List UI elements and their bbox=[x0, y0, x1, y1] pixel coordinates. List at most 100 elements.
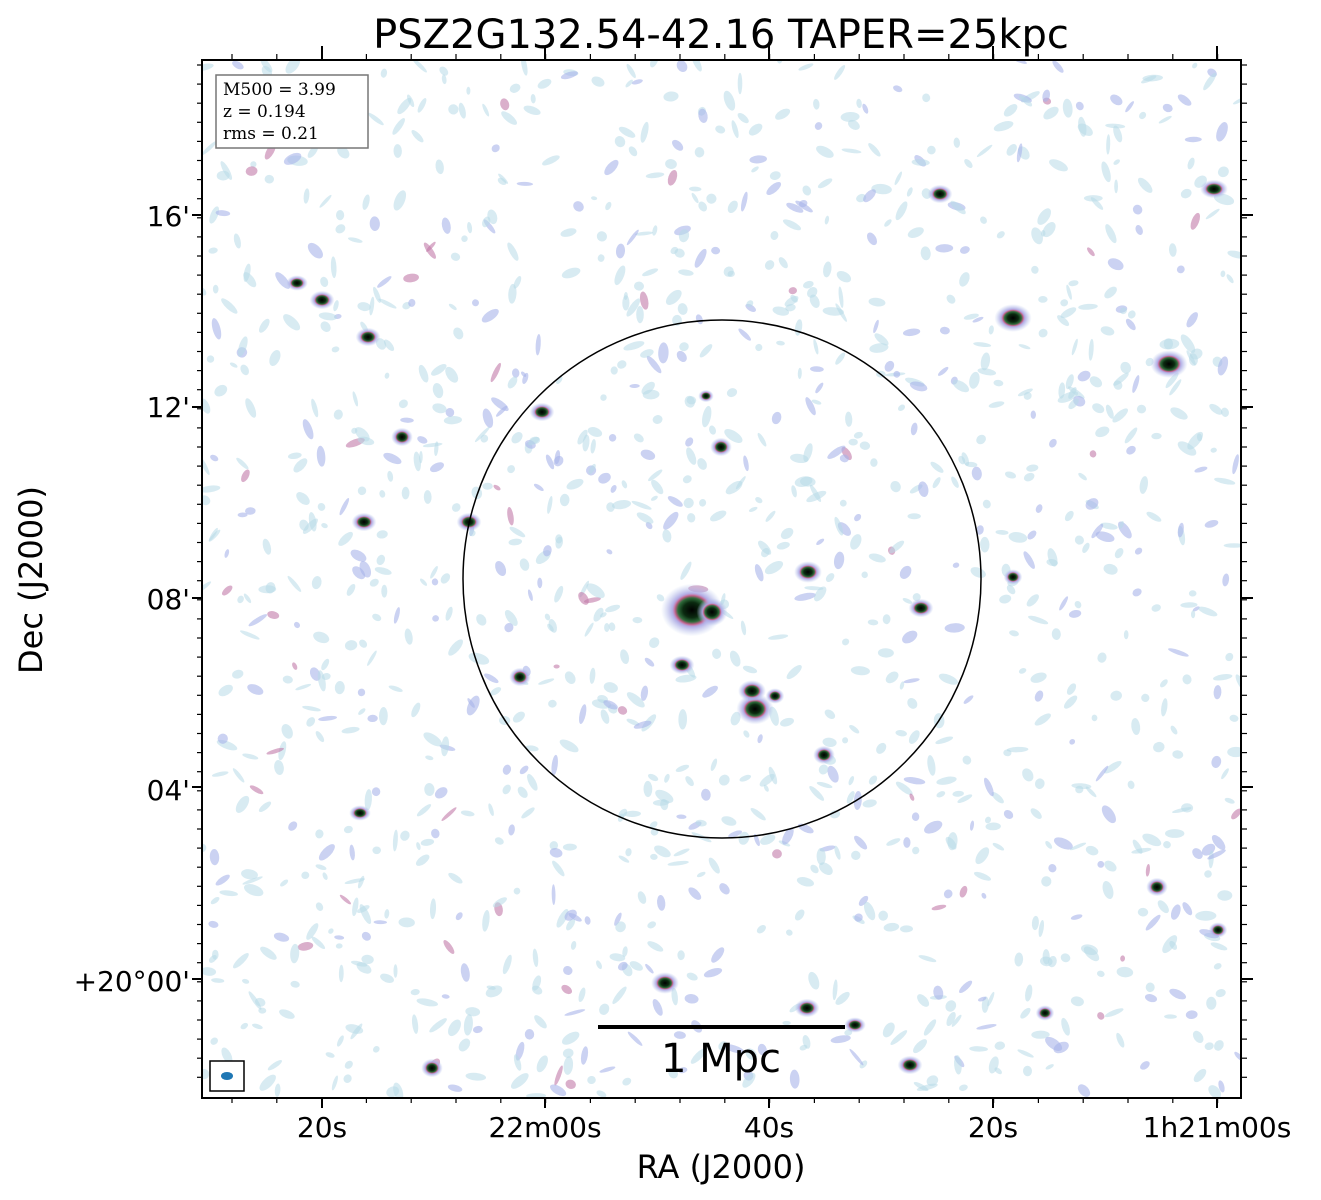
noise-blob bbox=[578, 592, 589, 605]
noise-blob bbox=[1126, 445, 1136, 455]
noise-blob bbox=[816, 145, 834, 158]
noise-blob bbox=[890, 1030, 908, 1045]
noise-blob bbox=[335, 943, 343, 949]
noise-blob bbox=[866, 232, 878, 246]
noise-blob bbox=[1052, 60, 1064, 73]
noise-blob bbox=[1060, 307, 1077, 319]
noise-blob bbox=[237, 512, 248, 518]
noise-blob bbox=[1192, 1030, 1204, 1043]
noise-blob bbox=[299, 519, 309, 531]
noise-blob bbox=[245, 507, 256, 515]
noise-blob bbox=[1225, 652, 1234, 662]
noise-blob bbox=[938, 366, 949, 376]
noise-blob bbox=[278, 741, 287, 761]
axes-frame bbox=[201, 59, 1242, 1099]
noise-blob bbox=[578, 987, 586, 1003]
radio-source bbox=[743, 699, 767, 719]
noise-blob bbox=[952, 379, 970, 393]
noise-blob bbox=[963, 313, 979, 320]
noise-blob bbox=[771, 411, 782, 425]
noise-blob bbox=[1198, 606, 1218, 617]
noise-blob bbox=[629, 383, 640, 389]
noise-blob bbox=[448, 303, 457, 311]
noise-blob bbox=[689, 186, 702, 192]
noise-blob bbox=[417, 436, 428, 444]
noise-blob bbox=[605, 604, 621, 613]
noise-blob bbox=[359, 561, 372, 578]
noise-blob bbox=[782, 827, 794, 845]
noise-blob bbox=[788, 287, 797, 295]
noise-blob bbox=[419, 578, 428, 586]
noise-blob bbox=[1095, 765, 1109, 782]
noise-blob bbox=[596, 231, 607, 242]
noise-blob bbox=[448, 639, 463, 656]
noise-blob bbox=[981, 892, 987, 899]
noise-blob bbox=[236, 457, 249, 470]
noise-blob bbox=[798, 200, 808, 208]
noise-blob bbox=[1018, 95, 1025, 101]
noise-blob bbox=[397, 97, 412, 115]
noise-blob bbox=[334, 681, 345, 695]
noise-blob bbox=[839, 499, 847, 507]
noise-blob bbox=[392, 118, 405, 135]
noise-blob bbox=[610, 366, 618, 375]
noise-blob bbox=[1031, 915, 1039, 931]
noise-blob bbox=[302, 419, 314, 440]
noise-blob bbox=[232, 60, 244, 70]
noise-blob bbox=[1035, 504, 1043, 513]
noise-blob bbox=[954, 1055, 962, 1075]
noise-blob bbox=[1132, 588, 1142, 597]
noise-blob bbox=[768, 766, 778, 785]
noise-blob bbox=[894, 171, 903, 186]
noise-blob bbox=[867, 619, 879, 626]
noise-blob bbox=[507, 242, 519, 261]
noise-blob bbox=[626, 229, 639, 246]
noise-blob bbox=[772, 306, 790, 316]
noise-blob bbox=[908, 730, 920, 744]
noise-blob bbox=[811, 399, 822, 405]
noise-blob bbox=[343, 1074, 352, 1084]
noise-blob bbox=[863, 901, 876, 921]
noise-blob bbox=[1020, 1007, 1031, 1019]
noise-blob bbox=[994, 1041, 1006, 1050]
noise-blob bbox=[996, 231, 1005, 239]
noise-blob bbox=[1034, 778, 1045, 789]
noise-blob bbox=[563, 966, 573, 975]
noise-blob bbox=[1110, 690, 1122, 701]
noise-blob bbox=[1017, 388, 1033, 397]
noise-blob bbox=[776, 541, 790, 550]
noise-blob bbox=[708, 857, 720, 874]
noise-blob bbox=[674, 248, 685, 258]
noise-blob bbox=[753, 833, 760, 847]
noise-blob bbox=[306, 923, 319, 940]
noise-blob bbox=[206, 355, 215, 363]
noise-blob bbox=[686, 972, 698, 981]
noise-blob bbox=[1006, 584, 1016, 595]
noise-blob bbox=[982, 499, 991, 509]
noise-blob bbox=[652, 415, 663, 424]
noise-blob bbox=[216, 170, 230, 181]
noise-blob bbox=[579, 704, 587, 725]
noise-blob bbox=[1177, 441, 1197, 456]
noise-blob bbox=[1216, 122, 1228, 142]
noise-blob bbox=[331, 346, 340, 353]
noise-blob bbox=[1023, 472, 1035, 482]
noise-blob bbox=[1091, 523, 1104, 539]
noise-blob bbox=[515, 1041, 525, 1061]
noise-blob bbox=[743, 730, 750, 738]
noise-blob bbox=[416, 998, 439, 1007]
scale-bar-label: 1 Mpc bbox=[661, 1036, 781, 1082]
noise-blob bbox=[481, 308, 499, 323]
noise-blob bbox=[1034, 690, 1044, 702]
noise-blob bbox=[528, 436, 540, 446]
noise-blob bbox=[465, 1007, 481, 1017]
noise-blob bbox=[461, 235, 468, 242]
noise-blob bbox=[260, 946, 277, 960]
noise-blob bbox=[247, 684, 264, 695]
noise-blob bbox=[1040, 956, 1053, 967]
noise-blob bbox=[903, 837, 911, 848]
noise-blob bbox=[441, 994, 450, 999]
noise-blob bbox=[724, 429, 743, 443]
noise-blob bbox=[413, 451, 421, 472]
noise-blob bbox=[258, 318, 270, 333]
